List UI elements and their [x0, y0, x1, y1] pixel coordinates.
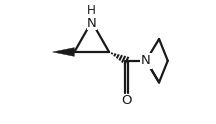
Text: N: N — [87, 17, 97, 30]
Polygon shape — [52, 48, 74, 56]
Text: H: H — [87, 4, 96, 17]
Text: N: N — [141, 54, 151, 67]
Text: O: O — [121, 94, 132, 107]
